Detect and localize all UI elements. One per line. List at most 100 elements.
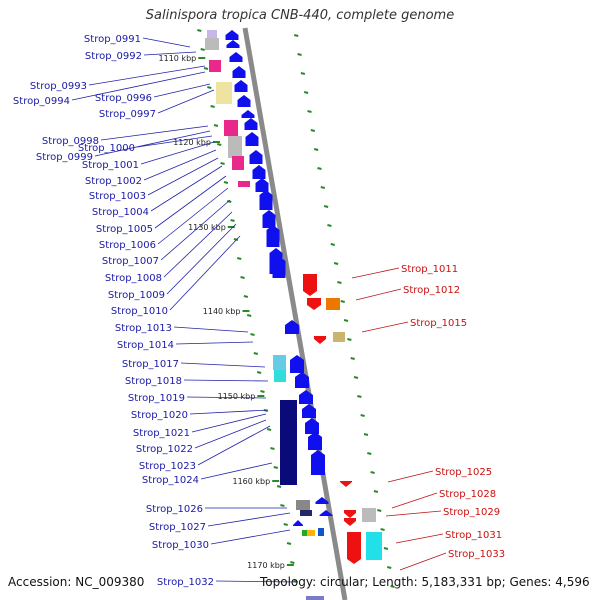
gene-label-right: Strop_1011 <box>401 264 458 275</box>
gene-box <box>232 156 244 170</box>
tick-mark <box>390 585 395 588</box>
leader-line <box>166 223 237 295</box>
tick-mark <box>323 205 329 208</box>
gene-label-right: Strop_1033 <box>448 549 505 560</box>
leader-line <box>207 512 291 527</box>
leader-line <box>351 267 400 279</box>
gene-arrow <box>241 110 255 118</box>
tick-mark <box>377 509 382 512</box>
gene-box <box>238 181 250 187</box>
tick-mark <box>333 262 339 265</box>
gene-box <box>216 82 232 104</box>
gene-label-right: Strop_1028 <box>439 489 496 500</box>
leader-line <box>142 37 191 48</box>
tick-mark <box>220 162 225 165</box>
tick-mark <box>373 490 379 493</box>
leader-line <box>88 65 206 86</box>
leader-line <box>154 175 227 229</box>
tick-mark <box>350 357 355 360</box>
scale-label: 1110 kbp <box>159 54 197 63</box>
gene-arrow <box>311 450 325 475</box>
gene-arrow <box>226 40 240 48</box>
tick-mark <box>380 528 385 531</box>
gene-box <box>286 355 292 383</box>
tick-mark <box>250 333 255 336</box>
gene-label-left: Strop_1021 <box>133 428 190 439</box>
gene-box <box>302 530 307 536</box>
gene-box <box>228 136 242 158</box>
tick-mark <box>357 395 362 398</box>
map-title: Salinispora tropica CNB-440, complete ge… <box>145 8 455 23</box>
gene-label-left: Strop_0997 <box>99 109 156 120</box>
tick-mark <box>233 238 239 241</box>
tick-mark <box>253 352 259 355</box>
tick-mark <box>280 504 285 507</box>
gene-arrow <box>272 256 286 278</box>
tick-mark <box>330 243 336 246</box>
tick-mark <box>347 338 352 341</box>
gene-arrow <box>295 372 309 388</box>
leader-line <box>175 341 254 345</box>
gene-label-left: Strop_0999 <box>36 152 93 163</box>
tick-mark <box>303 91 309 94</box>
gene-box <box>326 298 340 310</box>
gene-label-left: Strop_0991 <box>84 34 141 45</box>
tick-mark <box>363 433 369 436</box>
leader-line <box>399 552 447 571</box>
tick-mark <box>260 390 265 393</box>
gene-label-left: Strop_1000 <box>78 143 135 154</box>
gene-label-left: Strop_1032 <box>157 577 214 588</box>
gene-arrow <box>252 165 266 179</box>
leader-line <box>355 288 402 301</box>
leader-line <box>210 529 291 545</box>
leader-line <box>143 149 217 181</box>
gene-box <box>209 60 221 72</box>
leader-line <box>191 413 267 433</box>
leader-line <box>197 425 271 466</box>
tick-mark <box>210 105 215 108</box>
gene-label-left: Strop_1004 <box>92 207 149 218</box>
gene-label-left: Strop_1017 <box>122 359 179 370</box>
gene-arrow <box>262 210 276 228</box>
gene-label-left: Strop_1010 <box>111 306 168 317</box>
gene-label-left: Strop_1013 <box>115 323 172 334</box>
gene-label-left: Strop_1007 <box>102 256 159 267</box>
gene-arrow <box>308 432 322 450</box>
leader-line <box>387 470 434 483</box>
leader-line <box>194 419 267 449</box>
gene-label-left: Strop_1024 <box>142 475 199 486</box>
genome-track <box>242 27 348 600</box>
leader-line <box>173 326 249 333</box>
gene-box <box>280 400 297 485</box>
leader-line <box>157 187 229 245</box>
tick-mark <box>197 29 202 32</box>
tick-mark <box>307 110 312 113</box>
gene-box <box>306 596 324 600</box>
gene-label-left: Strop_1018 <box>125 376 182 387</box>
tick-mark <box>337 281 342 284</box>
gene-arrow <box>314 336 326 344</box>
gene-arrow <box>249 150 263 164</box>
scale-label: 1170 kbp <box>247 561 285 570</box>
scale-label: 1120 kbp <box>173 138 211 147</box>
tick-mark <box>207 86 212 89</box>
gene-arrow <box>299 390 313 404</box>
gene-arrow <box>344 518 356 526</box>
leader-line <box>385 510 442 517</box>
gene-label-left: Strop_0993 <box>30 81 87 92</box>
tick-mark <box>276 485 282 488</box>
gene-label-left: Strop_0994 <box>13 96 70 107</box>
gene-arrow <box>234 80 248 92</box>
gene-label-right: Strop_1015 <box>410 318 467 329</box>
tick-mark <box>227 200 232 203</box>
tick-mark <box>286 542 292 545</box>
gene-box <box>318 528 324 536</box>
leader-line <box>180 362 266 368</box>
tick-mark <box>293 580 298 583</box>
tick-mark <box>317 167 322 170</box>
gene-box <box>296 500 310 510</box>
tick-mark <box>297 53 302 56</box>
scale-label: 1140 kbp <box>203 307 241 316</box>
tick-mark <box>293 34 299 37</box>
tick-mark <box>217 143 222 146</box>
